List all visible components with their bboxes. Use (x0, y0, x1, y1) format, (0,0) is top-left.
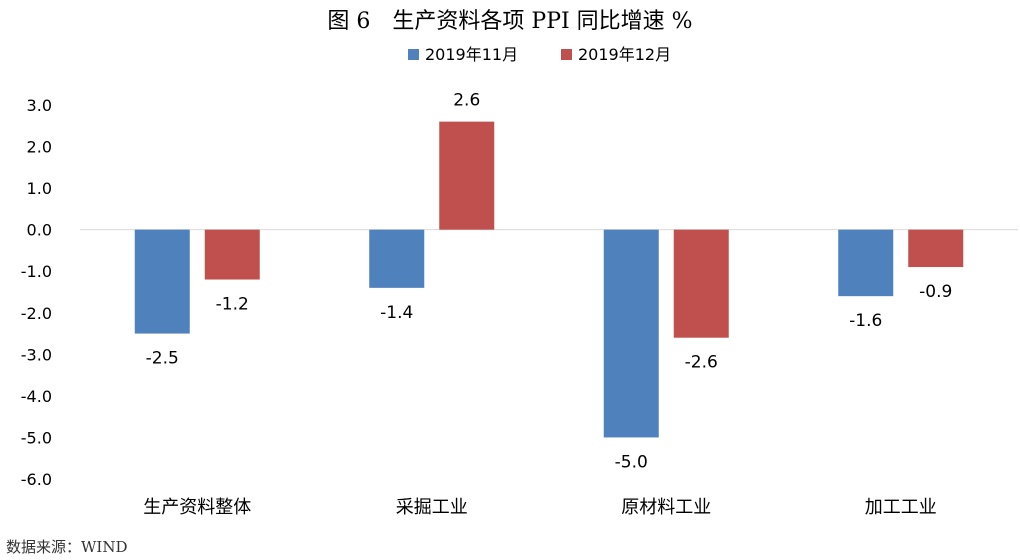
bar-series-2 (908, 229, 964, 268)
bar-series-1 (603, 229, 659, 438)
legend-swatch-series-2 (561, 49, 572, 60)
data-label: -1.2 (216, 295, 249, 315)
category-label: 生产资料整体 (143, 497, 251, 518)
y-tick-label: -3.0 (21, 345, 52, 364)
y-tick-label: 0.0 (27, 221, 52, 240)
category-label: 原材料工业 (621, 497, 711, 518)
category-label: 采掘工业 (396, 497, 468, 518)
source-note: 数据来源：WIND (6, 538, 128, 556)
bar-series-1 (838, 229, 894, 297)
category-label: 加工工业 (865, 497, 937, 518)
y-tick-label: 1.0 (27, 179, 52, 198)
y-tick-label: 2.0 (27, 138, 52, 157)
data-label: -1.4 (380, 303, 413, 323)
y-tick-label: -1.0 (21, 262, 52, 281)
y-axis-ticks: 3.0 2.0 1.0 0.0 -1.0 -2.0 -3.0 -4.0 -5.0 -6.0 (21, 96, 52, 489)
y-tick-label: -6.0 (21, 470, 52, 489)
y-tick-label: -4.0 (21, 387, 52, 406)
bar-series-1 (369, 229, 425, 288)
bars (134, 121, 964, 438)
chart-title: 图 6 生产资料各项 PPI 同比增速 % (327, 9, 692, 34)
y-tick-label: 3.0 (27, 96, 52, 115)
legend-label-series-2: 2019年12月 (578, 45, 671, 64)
legend: 2019年11月 2019年12月 (408, 45, 671, 64)
bar-series-2 (204, 229, 260, 280)
category-labels: 生产资料整体 采掘工业 原材料工业 加工工业 (143, 497, 937, 518)
y-tick-label: -2.0 (21, 304, 52, 323)
data-label: 2.6 (453, 91, 480, 111)
bar-series-2 (673, 229, 729, 338)
data-label: -5.0 (615, 452, 648, 472)
data-label: -0.9 (919, 282, 952, 302)
data-label: -1.6 (849, 311, 882, 331)
data-label: -2.5 (146, 349, 179, 369)
bar-series-2 (439, 121, 495, 230)
data-label: -2.6 (685, 353, 718, 373)
y-tick-label: -5.0 (21, 428, 52, 447)
legend-swatch-series-1 (408, 49, 419, 60)
bar-series-1 (134, 229, 190, 334)
data-labels: -2.5 -1.2 -1.4 2.6 -5.0 -2.6 -1.6 -0.9 (146, 91, 953, 473)
legend-label-series-1: 2019年11月 (425, 45, 518, 64)
